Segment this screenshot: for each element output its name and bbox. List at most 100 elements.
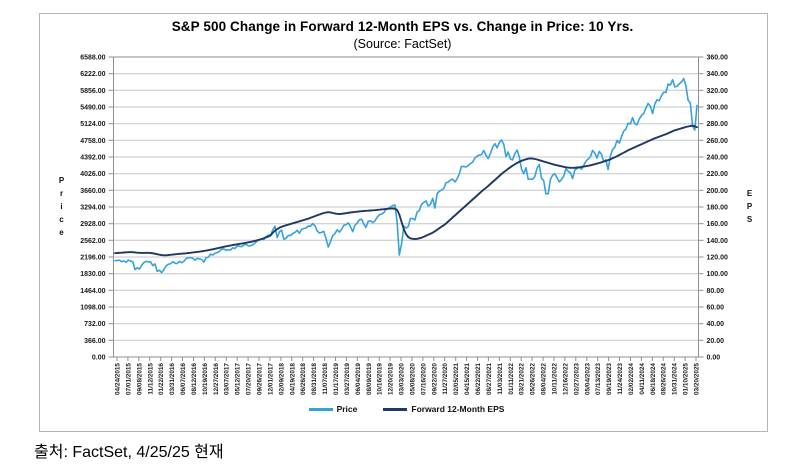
legend-label-price: Price [336, 404, 358, 414]
svg-text:02/02/2024: 02/02/2024 [628, 363, 635, 395]
svg-text:08/27/2021: 08/27/2021 [486, 363, 493, 395]
svg-text:05/26/2022: 05/26/2022 [530, 363, 537, 395]
legend-label-eps: Forward 12-Month EPS [411, 404, 505, 414]
svg-text:360.00: 360.00 [707, 55, 729, 62]
svg-text:04/11/2024: 04/11/2024 [639, 363, 646, 395]
svg-text:08/04/2022: 08/04/2022 [541, 363, 548, 395]
svg-text:02/05/2021: 02/05/2021 [453, 363, 460, 395]
svg-text:3294.00: 3294.00 [80, 205, 105, 212]
svg-text:01/17/2019: 01/17/2019 [333, 363, 340, 395]
left-axis-title: Price [57, 176, 66, 241]
svg-text:09/08/2015: 09/08/2015 [136, 363, 143, 395]
svg-text:03/31/2016: 03/31/2016 [169, 363, 176, 395]
svg-text:01/22/2016: 01/22/2016 [158, 363, 165, 395]
svg-text:1464.00: 1464.00 [80, 288, 105, 295]
svg-text:04/19/2018: 04/19/2018 [289, 363, 296, 395]
svg-text:260.00: 260.00 [707, 138, 729, 145]
svg-text:60.00: 60.00 [707, 305, 725, 312]
legend: Price Forward 12-Month EPS [113, 404, 700, 414]
svg-text:10/16/2019: 10/16/2019 [377, 363, 384, 395]
svg-text:5124.00: 5124.00 [80, 121, 105, 128]
svg-text:12/20/2019: 12/20/2019 [388, 363, 395, 395]
svg-text:320.00: 320.00 [707, 88, 729, 95]
svg-text:06/22/2021: 06/22/2021 [475, 363, 482, 395]
svg-text:160.00: 160.00 [707, 221, 729, 228]
svg-text:07/01/2015: 07/01/2015 [125, 363, 132, 395]
svg-text:09/22/2020: 09/22/2020 [431, 363, 438, 395]
svg-text:0.00: 0.00 [92, 355, 106, 362]
svg-text:11/03/2021: 11/03/2021 [497, 363, 504, 395]
svg-text:05/12/2017: 05/12/2017 [235, 363, 242, 395]
svg-text:10/31/2024: 10/31/2024 [672, 363, 679, 395]
svg-text:80.00: 80.00 [707, 288, 725, 295]
chart-subtitle: (Source: FactSet) [353, 37, 452, 51]
svg-text:10/11/2022: 10/11/2022 [552, 363, 559, 395]
svg-text:06/18/2024: 06/18/2024 [650, 363, 657, 395]
svg-text:03/27/2019: 03/27/2019 [344, 363, 351, 395]
svg-text:05/04/2023: 05/04/2023 [584, 363, 591, 395]
svg-text:4026.00: 4026.00 [80, 171, 105, 178]
svg-text:04/24/2015: 04/24/2015 [115, 363, 122, 395]
svg-text:09/19/2023: 09/19/2023 [606, 363, 613, 395]
svg-text:02/27/2023: 02/27/2023 [573, 363, 580, 395]
svg-text:240.00: 240.00 [707, 155, 729, 162]
svg-text:11/24/2023: 11/24/2023 [617, 363, 624, 395]
svg-text:6588.00: 6588.00 [80, 55, 105, 62]
svg-text:06/26/2018: 06/26/2018 [300, 363, 307, 395]
svg-text:11/27/2020: 11/27/2020 [442, 363, 449, 395]
svg-text:01/10/2025: 01/10/2025 [683, 363, 690, 395]
svg-text:5856.00: 5856.00 [80, 88, 105, 95]
svg-text:03/07/2017: 03/07/2017 [224, 363, 231, 395]
svg-text:1830.00: 1830.00 [80, 271, 105, 278]
svg-text:02/09/2018: 02/09/2018 [278, 363, 285, 395]
svg-text:03/03/2020: 03/03/2020 [399, 363, 406, 395]
svg-text:07/13/2023: 07/13/2023 [595, 363, 602, 395]
svg-text:08/12/2016: 08/12/2016 [191, 363, 198, 395]
svg-text:732.00: 732.00 [84, 321, 106, 328]
svg-text:04/15/2021: 04/15/2021 [464, 363, 471, 395]
svg-text:08/31/2018: 08/31/2018 [311, 363, 318, 395]
svg-text:07/16/2020: 07/16/2020 [420, 363, 427, 395]
right-axis-title: EPS [745, 189, 754, 228]
svg-text:12/27/2016: 12/27/2016 [213, 363, 220, 395]
svg-text:180.00: 180.00 [707, 205, 729, 212]
svg-text:08/26/2024: 08/26/2024 [661, 363, 668, 395]
svg-text:10/19/2016: 10/19/2016 [202, 363, 209, 395]
svg-text:2928.00: 2928.00 [80, 221, 105, 228]
legend-item-eps: Forward 12-Month EPS [383, 404, 504, 414]
svg-text:3660.00: 3660.00 [80, 188, 105, 195]
svg-text:05/08/2020: 05/08/2020 [410, 363, 417, 395]
svg-text:2196.00: 2196.00 [80, 255, 105, 262]
svg-text:220.00: 220.00 [707, 171, 729, 178]
svg-text:0.00: 0.00 [707, 355, 721, 362]
svg-text:120.00: 120.00 [707, 255, 729, 262]
legend-item-price: Price [308, 404, 358, 414]
svg-text:03/20/2025: 03/20/2025 [694, 363, 701, 395]
svg-text:07/20/2017: 07/20/2017 [246, 363, 253, 395]
svg-text:1098.00: 1098.00 [80, 305, 105, 312]
source-caption: 출처: FactSet, 4/25/25 현재 [34, 444, 224, 461]
svg-text:12/01/2017: 12/01/2017 [267, 363, 274, 395]
svg-text:200.00: 200.00 [707, 188, 729, 195]
svg-text:09/26/2017: 09/26/2017 [257, 363, 264, 395]
svg-text:4392.00: 4392.00 [80, 155, 105, 162]
svg-text:140.00: 140.00 [707, 238, 729, 245]
svg-text:6222.00: 6222.00 [80, 71, 105, 78]
svg-text:06/04/2019: 06/04/2019 [355, 363, 362, 395]
svg-text:12/16/2022: 12/16/2022 [562, 363, 569, 395]
svg-text:06/07/2016: 06/07/2016 [180, 363, 187, 395]
svg-text:2562.00: 2562.00 [80, 238, 105, 245]
svg-text:20.00: 20.00 [707, 338, 725, 345]
price-line-swatch [308, 407, 333, 411]
svg-text:01/11/2022: 01/11/2022 [508, 363, 515, 395]
svg-text:03/21/2022: 03/21/2022 [519, 363, 526, 395]
svg-text:40.00: 40.00 [707, 321, 725, 328]
chart-frame [39, 13, 768, 432]
svg-text:11/07/2018: 11/07/2018 [322, 363, 329, 395]
chart-title: S&P 500 Change in Forward 12-Month EPS v… [171, 19, 634, 34]
eps-line-swatch [383, 407, 408, 411]
svg-text:5490.00: 5490.00 [80, 105, 105, 112]
svg-text:08/09/2019: 08/09/2019 [366, 363, 373, 395]
svg-text:340.00: 340.00 [707, 71, 729, 78]
